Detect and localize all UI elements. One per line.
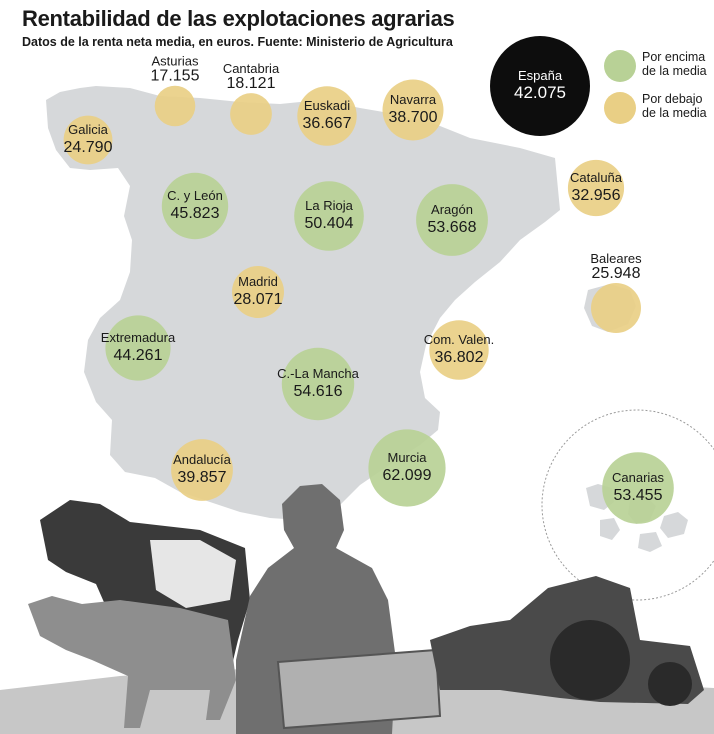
bubble-galicia [63,115,113,165]
region-value-cantabria: 18.121 [227,75,276,92]
region-value-la-rioja: 50.404 [305,215,354,232]
region-value-c-la-mancha: 54.616 [294,383,343,400]
canarias-inset-ring [541,409,714,601]
region-value-catalu-a: 32.956 [572,187,621,204]
region-value-c-y-le-n: 45.823 [171,205,220,222]
bubble-canarias [602,452,674,524]
bubble-cantabria [230,93,272,135]
region-value-com-valen: 36.802 [435,349,484,366]
bubble-catalu-a [567,159,625,217]
region-label-asturias: Asturias [152,54,199,69]
bubble-madrid [232,266,284,318]
cow-white-patch [150,540,236,608]
bubble-la-rioja [294,181,364,251]
legend-swatch-above [604,50,636,82]
region-value-euskadi: 36.667 [303,115,352,132]
region-value-galicia: 24.790 [64,139,113,156]
reference-value: 42.075 [514,83,566,102]
bubble-espana [490,36,590,136]
region-value-navarra: 38.700 [389,109,438,126]
tractor-wheel-front [648,662,692,706]
bubble-c-y-le-n [161,172,229,240]
bubble-extremadura [105,315,171,381]
region-value-andaluc-a: 39.857 [178,469,227,486]
bubble-andaluc-a [171,439,233,501]
bubble-murcia [368,429,446,507]
bubble-baleares [591,283,641,333]
region-value-canarias: 53.455 [614,487,663,504]
region-value-murcia: 62.099 [383,467,432,484]
region-label-arag-n: Aragón [431,202,473,217]
bubble-c-la-mancha [281,347,355,421]
region-label-extremadura: Extremadura [101,330,176,345]
region-value-asturias: 17.155 [151,68,200,85]
reference-label: España [518,68,563,83]
crate [276,648,442,730]
region-label-navarra: Navarra [390,92,437,107]
region-value-extremadura: 44.261 [114,347,163,364]
region-label-c-la-mancha: C.-La Mancha [277,366,359,381]
chart-subtitle: Datos de la renta neta media, en euros. … [22,35,453,49]
region-label-euskadi: Euskadi [304,98,350,113]
legend-label-above: Por encima de la media [642,50,707,78]
region-label-c-y-le-n: C. y León [167,188,223,203]
region-value-baleares: 25.948 [592,265,641,282]
cow-light [28,596,236,728]
region-label-catalu-a: Cataluña [570,170,623,185]
region-label-madrid: Madrid [238,274,278,289]
region-value-madrid: 28.071 [234,291,283,308]
region-label-canarias: Canarias [612,470,665,485]
region-label-galicia: Galicia [68,122,109,137]
bubble-euskadi [297,86,357,146]
chart-title: Rentabilidad de las explotaciones agrari… [22,6,455,31]
region-label-andaluc-a: Andalucía [173,452,232,467]
region-label-la-rioja: La Rioja [305,198,353,213]
region-label-cantabria: Cantabria [223,61,280,76]
legend-label-below: Por debajo de la media [642,92,707,120]
peninsula-shape [46,86,560,520]
region-label-baleares: Baleares [590,251,642,266]
bubble-asturias [154,85,196,127]
bubble-navarra [382,79,444,141]
region-value-arag-n: 53.668 [428,219,477,236]
region-label-murcia: Murcia [387,450,427,465]
region-label-com-valen: Com. Valen. [424,332,495,347]
bubble-arag-n [416,184,488,256]
tractor-wheel-rear [550,620,630,700]
bubble-com-valen [429,320,489,380]
legend-swatch-below [604,92,636,124]
farm-photo [0,484,714,734]
